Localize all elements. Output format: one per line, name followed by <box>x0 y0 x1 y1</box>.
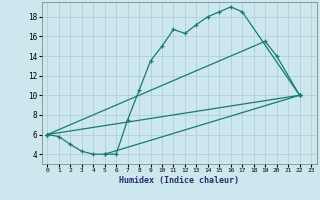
X-axis label: Humidex (Indice chaleur): Humidex (Indice chaleur) <box>119 176 239 185</box>
